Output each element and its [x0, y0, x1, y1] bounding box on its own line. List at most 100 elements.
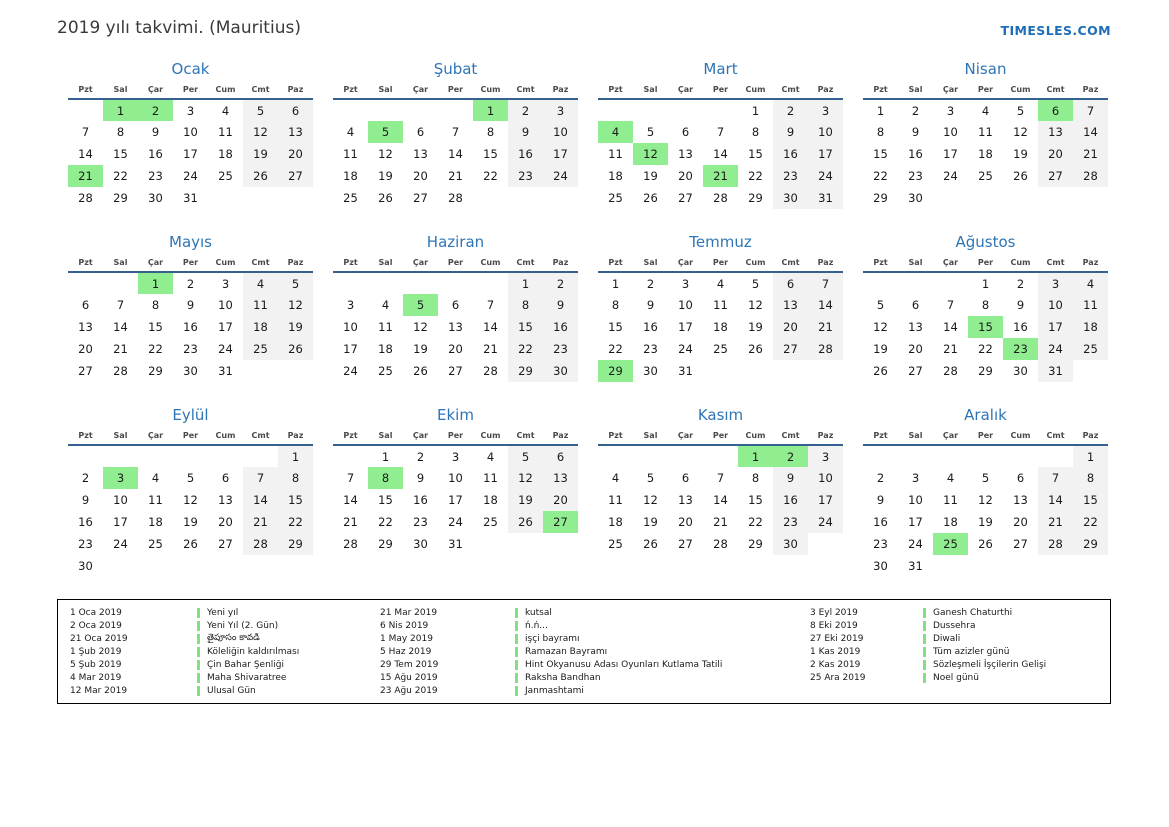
weekend-day-cell: 10	[1038, 294, 1073, 316]
day-cell: 27	[678, 537, 693, 551]
empty-day-cell	[438, 99, 473, 121]
weekday-header: Cum	[215, 84, 236, 94]
holiday-marker-bar	[923, 620, 926, 631]
empty-day-cell	[438, 272, 473, 294]
weekday-header: Sal	[643, 257, 658, 267]
weekday-header: Paz	[1082, 430, 1099, 440]
day-cell: 6	[911, 298, 920, 312]
weekday-header: Paz	[1082, 84, 1099, 94]
day-cell: 11	[978, 125, 993, 139]
weekend-day-cell: 22	[1073, 511, 1108, 533]
day-cell: 7	[81, 125, 90, 139]
weekend-day-cell: 22	[508, 338, 543, 360]
empty-day-cell	[1003, 445, 1038, 467]
day-cell: 21	[448, 169, 463, 183]
day-cell: 8	[486, 125, 495, 139]
weekday-header: Cum	[1010, 257, 1031, 267]
day-cell: 28	[713, 537, 728, 551]
weekday-header: Çar	[147, 257, 164, 267]
legend-holiday-name: işçi bayramı	[525, 633, 580, 644]
day-cell: 10	[943, 125, 958, 139]
empty-day-cell	[703, 445, 738, 467]
day-cell: 2	[646, 276, 655, 291]
day-cell: 25	[713, 342, 728, 356]
empty-day-cell	[898, 272, 933, 294]
day-cell: 28	[713, 191, 728, 205]
weekend-day-cell: 17	[808, 143, 843, 165]
day-cell: 3	[681, 276, 690, 291]
weekend-day-cell: 23	[773, 511, 808, 533]
weekday-header: Çar	[412, 257, 429, 267]
month-5: Mayıs Pzt Sal Çar Per Cum Cmt Paz 1 2 3 4 5 6 7 8 9 10 11 1…	[68, 231, 313, 382]
day-cell: 5	[1016, 103, 1025, 118]
weekday-header: Paz	[1082, 257, 1099, 267]
empty-day-cell	[1038, 187, 1073, 209]
day-cell: 24	[343, 364, 358, 378]
day-cell: 16	[873, 515, 888, 529]
weekend-day-cell: 18	[1073, 316, 1108, 338]
day-cell: 13	[448, 320, 463, 334]
day-cell: 15	[748, 493, 763, 507]
legend-holiday-name: Yeni yıl	[207, 607, 239, 618]
day-cell: 28	[78, 191, 93, 205]
day-cell: 14	[113, 320, 128, 334]
day-cell: 4	[611, 471, 620, 485]
day-cell: 13	[413, 147, 428, 161]
legend-date: 12 Mar 2019	[70, 685, 128, 696]
day-cell: 11	[608, 493, 623, 507]
day-cell: 3	[911, 471, 920, 485]
holiday-day: 2	[138, 99, 173, 121]
day-cell: 7	[116, 298, 125, 312]
weekday-header: Per	[977, 430, 994, 440]
site-link[interactable]: TIMESLES.COM	[1000, 23, 1111, 38]
legend-item: 15 Ağu 2019 Raksha Bandhan	[380, 671, 810, 684]
day-cell: 12	[978, 493, 993, 507]
weekend-day-cell: 3	[1038, 272, 1073, 294]
day-cell: 17	[113, 515, 128, 529]
weekday-header: Çar	[147, 84, 164, 94]
day-cell: 27	[413, 191, 428, 205]
day-cell: 15	[873, 147, 888, 161]
weekend-day-cell: 2	[508, 99, 543, 121]
day-cell: 9	[911, 125, 920, 139]
day-cell: 27	[78, 364, 93, 378]
day-cell: 12	[413, 320, 428, 334]
holiday-day: 1	[103, 99, 138, 121]
empty-day-cell	[898, 445, 933, 467]
holiday-marker-bar	[197, 620, 200, 631]
day-cell: 3	[186, 103, 195, 118]
legend-item: 5 Şub 2019 Çin Bahar Şenliği	[70, 658, 380, 671]
day-cell: 23	[873, 537, 888, 551]
day-cell: 24	[908, 537, 923, 551]
weekend-day-cell: 9	[773, 121, 808, 143]
empty-day-cell	[933, 187, 968, 209]
day-cell: 25	[218, 169, 233, 183]
weekend-day-cell: 5	[278, 272, 313, 294]
empty-day-cell	[138, 445, 173, 467]
empty-day-cell	[773, 360, 808, 382]
holiday-day: 5	[368, 121, 403, 143]
day-cell: 30	[413, 537, 428, 551]
weekday-header: Pzt	[608, 84, 623, 94]
day-cell: 9	[186, 298, 195, 312]
day-cell: 12	[183, 493, 198, 507]
day-cell: 18	[608, 515, 623, 529]
empty-day-cell	[863, 272, 898, 294]
month-10: Ekim Pzt Sal Çar Per Cum Cmt Paz 1 2 3 4 5 6 7 8 9 10 11 12…	[333, 404, 578, 577]
day-cell: 18	[378, 342, 393, 356]
weekend-day-cell: 14	[808, 294, 843, 316]
year-calendar-grid: Ocak Pzt Sal Çar Per Cum Cmt Paz 1 2 3 4 5 6 7 8 9 10 11 12…	[68, 58, 1169, 577]
day-cell: 20	[908, 342, 923, 356]
empty-day-cell	[703, 99, 738, 121]
empty-day-cell	[968, 187, 1003, 209]
day-cell: 15	[608, 320, 623, 334]
weekday-header: Cmt	[516, 430, 535, 440]
weekend-day-cell: 11	[243, 294, 278, 316]
weekend-day-cell: 31	[1038, 360, 1073, 382]
day-cell: 24	[183, 169, 198, 183]
weekday-header: Paz	[287, 257, 304, 267]
empty-day-cell	[333, 445, 368, 467]
holiday-marker-bar	[197, 659, 200, 670]
empty-day-cell	[278, 360, 313, 382]
day-cell: 26	[643, 191, 658, 205]
